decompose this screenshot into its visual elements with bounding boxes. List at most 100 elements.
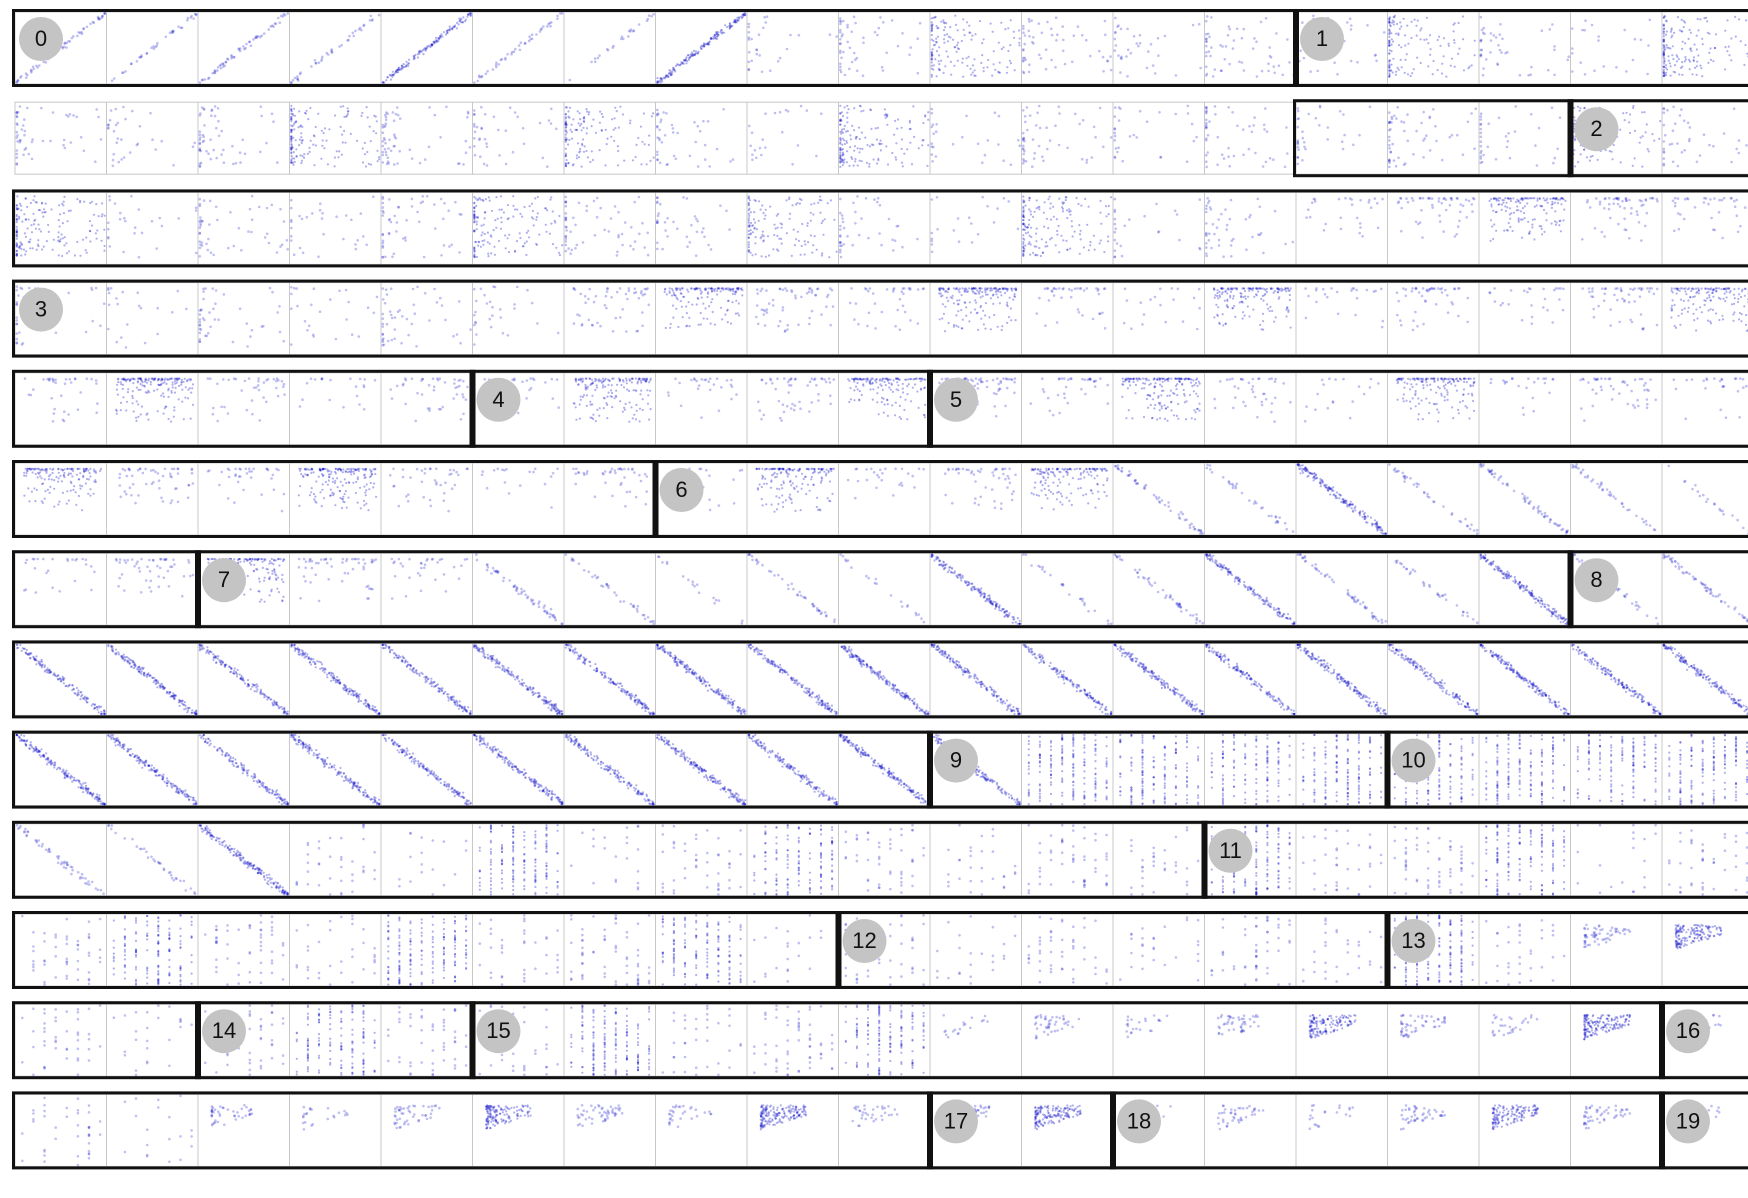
scatter-point xyxy=(857,233,861,237)
scatter-point xyxy=(477,198,480,201)
scatter-point xyxy=(200,78,204,82)
scatter-point xyxy=(732,290,735,293)
scatter-point xyxy=(1269,56,1273,59)
scatter-point xyxy=(983,153,987,157)
scatter-point xyxy=(16,123,19,126)
scatter-point xyxy=(1138,33,1142,37)
scatter-point xyxy=(821,252,824,255)
scatter-point xyxy=(1635,210,1639,213)
scatter-point xyxy=(94,232,97,235)
scatter-point xyxy=(1662,157,1666,160)
scatter-point xyxy=(945,289,948,293)
scatter-point xyxy=(15,288,19,292)
scatter-point xyxy=(434,36,438,39)
scatter-point xyxy=(880,243,883,247)
scatter-point xyxy=(403,65,406,69)
scatter-point xyxy=(1042,211,1045,214)
scatter-point xyxy=(930,64,933,67)
scatter-point xyxy=(1024,120,1027,124)
scatter-point xyxy=(936,27,939,30)
scatter-point xyxy=(672,66,675,69)
scatter-point xyxy=(254,35,258,38)
scatter-point xyxy=(1006,289,1009,292)
scatter-point xyxy=(433,287,436,291)
scatter-point xyxy=(1662,140,1666,143)
scatter-point xyxy=(823,218,826,221)
scatter-point xyxy=(1027,223,1030,226)
scatter-point xyxy=(473,145,476,148)
scatter-cell-points xyxy=(290,13,381,84)
scatter-point xyxy=(35,64,38,68)
scatter-point xyxy=(736,287,740,290)
scatter-point xyxy=(211,71,214,75)
scatter-point xyxy=(154,148,157,151)
scatter-point xyxy=(290,124,293,127)
scatter-point xyxy=(780,226,783,229)
scatter-point xyxy=(1092,125,1096,129)
scatter-point xyxy=(238,49,242,53)
scatter-point xyxy=(24,72,28,75)
scatter-point xyxy=(956,217,960,220)
scatter-point xyxy=(1662,151,1666,154)
scatter-point xyxy=(1739,224,1742,228)
scatter-cell xyxy=(1021,733,1114,807)
scatter-point xyxy=(754,236,757,239)
scatter-point xyxy=(930,198,934,201)
scatter-point xyxy=(1663,58,1666,61)
scatter-cell xyxy=(197,1093,290,1167)
scatter-point xyxy=(842,19,845,23)
scatter-point xyxy=(516,208,519,211)
scatter-point xyxy=(741,15,745,18)
scatter-point xyxy=(382,81,385,84)
scatter-point xyxy=(1637,221,1641,224)
scatter-cell xyxy=(838,1093,931,1167)
scatter-point xyxy=(466,15,469,18)
scatter-point xyxy=(1048,139,1052,142)
scatter-point xyxy=(1563,208,1566,211)
scatter-point xyxy=(301,125,304,128)
scatter-point xyxy=(1709,58,1713,62)
scatter-point xyxy=(1004,28,1007,31)
scatter-point xyxy=(80,30,83,34)
scatter-point xyxy=(1663,49,1666,52)
scatter-point xyxy=(446,31,449,34)
scatter-point xyxy=(1006,321,1009,324)
scatter-point xyxy=(1352,143,1355,147)
scatter-point xyxy=(1536,199,1539,202)
scatter-point xyxy=(155,247,158,250)
scatter-point xyxy=(765,289,768,292)
scatter-point xyxy=(24,253,27,256)
scatter-point xyxy=(583,295,587,298)
point-layer xyxy=(15,12,1748,1167)
scatter-point xyxy=(1087,249,1090,252)
scatter-point xyxy=(841,143,844,146)
scatter-point xyxy=(862,41,865,45)
scatter-point xyxy=(584,301,587,305)
scatter-point xyxy=(949,60,953,64)
scatter-point xyxy=(116,302,119,306)
scatter-point xyxy=(577,201,581,205)
scatter-point xyxy=(1296,155,1300,159)
scatter-point xyxy=(290,158,293,161)
scatter-point xyxy=(1299,49,1302,52)
scatter-point xyxy=(419,201,423,205)
scatter-point xyxy=(296,304,299,308)
scatter-point xyxy=(1147,50,1150,53)
scatter-point xyxy=(531,209,535,213)
scatter-point xyxy=(300,161,303,165)
scatter-point xyxy=(198,318,202,321)
scatter-point xyxy=(203,78,207,81)
scatter-point xyxy=(1113,230,1117,234)
scatter-point xyxy=(31,247,34,250)
scatter-point xyxy=(254,36,258,39)
scatter-point xyxy=(1205,74,1208,77)
scatter-point xyxy=(1198,246,1201,250)
scatter-cell xyxy=(1021,372,1114,446)
scatter-point xyxy=(232,55,236,59)
scatter-point xyxy=(885,51,888,55)
scatter-point xyxy=(1089,244,1092,247)
scatter-point xyxy=(243,47,246,51)
scatter-point xyxy=(463,20,467,23)
scatter-point xyxy=(407,333,410,337)
scatter-point xyxy=(762,313,766,316)
